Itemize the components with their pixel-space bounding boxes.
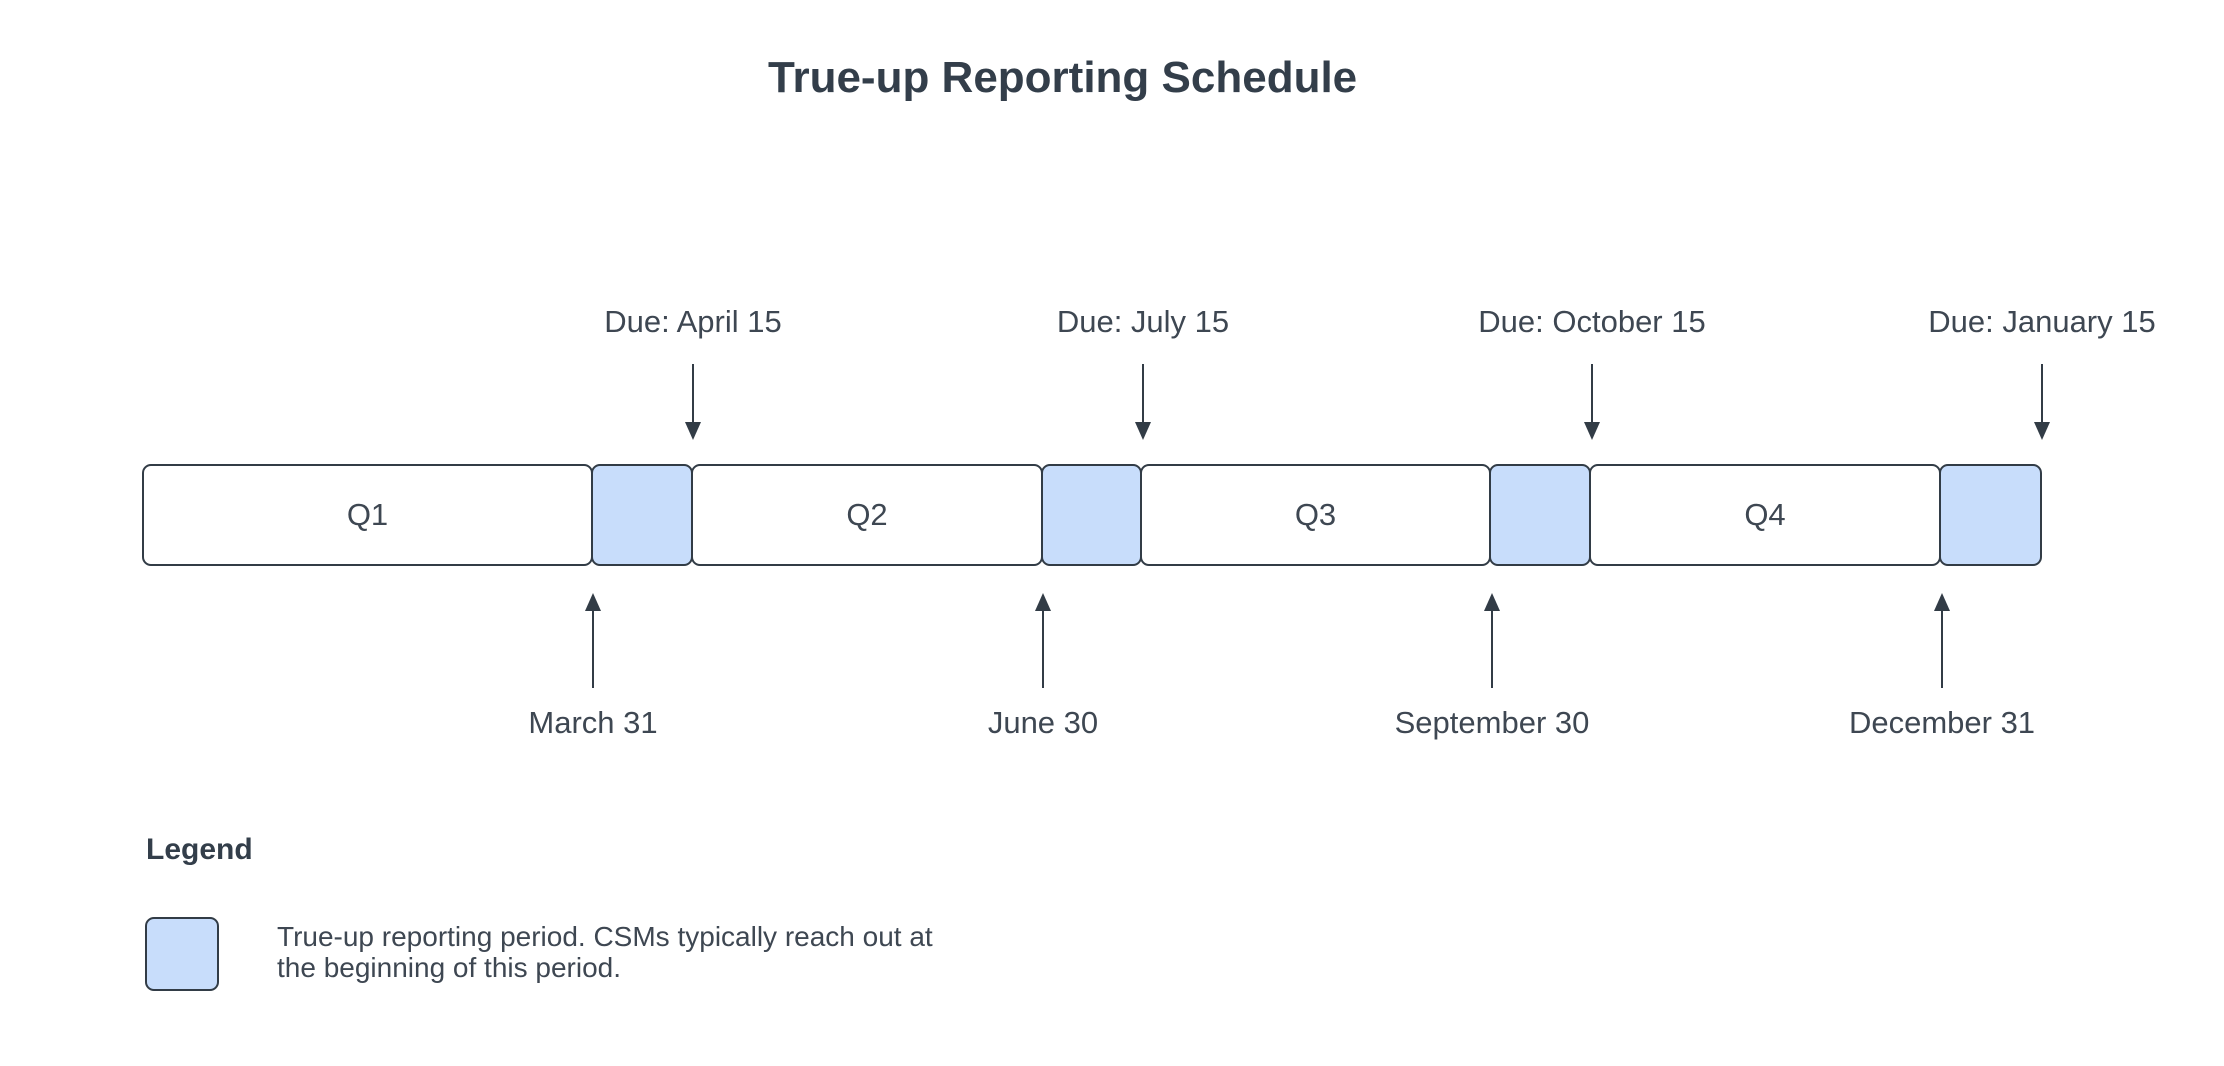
due-date-label: Due: October 15 xyxy=(1478,304,1706,339)
arrow-head-icon xyxy=(1584,422,1600,440)
trueup-period-box xyxy=(591,464,693,566)
legend-text-line: the beginning of this period. xyxy=(277,952,622,983)
arrow-line xyxy=(1491,611,1493,688)
arrow-line xyxy=(1042,611,1044,688)
quarter-label: Q4 xyxy=(1744,497,1786,532)
arrow-head-icon xyxy=(1135,422,1151,440)
arrow-head-icon xyxy=(1934,593,1950,611)
quarter-end-label: March 31 xyxy=(528,705,658,740)
legend-title: Legend xyxy=(146,833,253,866)
page-title: True-up Reporting Schedule xyxy=(768,53,1358,102)
arrow-head-icon xyxy=(685,422,701,440)
arrow-line xyxy=(1591,364,1593,422)
legend-item-text: True-up reporting period. CSMs typically… xyxy=(277,921,933,983)
arrow-line xyxy=(2041,364,2043,422)
trueup-period-box xyxy=(1041,464,1142,566)
arrow-line xyxy=(592,611,594,688)
arrow-line xyxy=(692,364,694,422)
quarter-box-q2: Q2 xyxy=(691,464,1043,566)
quarter-end-label: June 30 xyxy=(987,705,1099,740)
quarter-end-label: September 30 xyxy=(1394,705,1590,740)
due-date-label: Due: July 15 xyxy=(1056,304,1230,339)
arrow-head-icon xyxy=(1035,593,1051,611)
arrow-line xyxy=(1142,364,1144,422)
quarter-box-q1: Q1 xyxy=(142,464,593,566)
quarter-label: Q1 xyxy=(346,497,389,532)
arrow-head-icon xyxy=(2034,422,2050,440)
quarter-box-q4: Q4 xyxy=(1589,464,1941,566)
quarter-box-q3: Q3 xyxy=(1140,464,1491,566)
legend-text-line: True-up reporting period. CSMs typically… xyxy=(277,921,933,952)
arrow-line xyxy=(1941,611,1943,688)
trueup-period-box xyxy=(1489,464,1591,566)
quarter-label: Q3 xyxy=(1294,497,1337,532)
due-date-label: Due: April 15 xyxy=(604,304,782,339)
quarter-end-label: December 31 xyxy=(1848,705,2036,740)
timeline-bar: Q1 Q2 Q3 Q4 xyxy=(142,464,2042,566)
quarter-label: Q2 xyxy=(846,497,888,532)
trueup-period-box xyxy=(1939,464,2042,566)
arrow-head-icon xyxy=(1484,593,1500,611)
arrow-head-icon xyxy=(585,593,601,611)
legend-trueup-swatch xyxy=(145,917,219,991)
due-date-label: Due: January 15 xyxy=(1928,304,2156,339)
